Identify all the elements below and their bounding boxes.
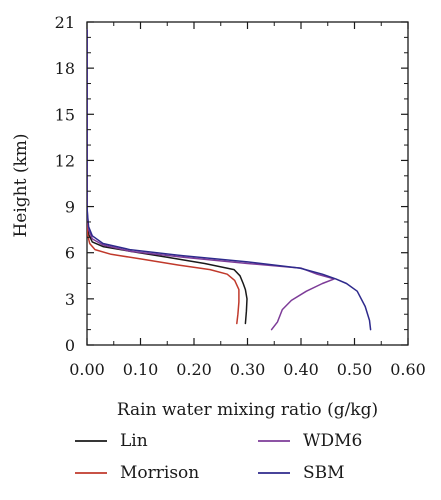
y-tick-label: 0 <box>65 336 75 355</box>
series-line-sbm <box>87 28 372 331</box>
legend: Lin Morrison WDM6 SBM <box>75 431 362 483</box>
series-group <box>87 28 372 331</box>
legend-item-sbm: SBM <box>258 463 345 483</box>
legend-item-lin: Lin <box>75 431 148 451</box>
y-tick-label: 12 <box>55 151 75 170</box>
y-tick-label: 9 <box>65 198 75 217</box>
y-tick-label: 15 <box>55 105 75 124</box>
legend-label: SBM <box>303 463 345 483</box>
legend-label: Lin <box>120 431 148 451</box>
x-axis: 0.00 0.10 0.20 0.30 0.40 0.50 0.60 <box>69 22 426 379</box>
y-tick-label: 3 <box>65 290 75 309</box>
y-tick-label: 18 <box>55 59 75 78</box>
legend-item-wdm6: WDM6 <box>258 431 362 451</box>
x-tick-label: 0.60 <box>390 360 426 379</box>
legend-label: Morrison <box>120 463 199 483</box>
y-tick-label: 21 <box>55 13 75 32</box>
series-line-morrison <box>87 28 240 325</box>
x-tick-label: 0.10 <box>123 360 159 379</box>
legend-item-morrison: Morrison <box>75 463 199 483</box>
series-line-lin <box>87 28 248 325</box>
series-line-wdm6 <box>87 28 335 331</box>
x-tick-label: 0.30 <box>230 360 266 379</box>
x-tick-label: 0.40 <box>283 360 319 379</box>
x-tick-label: 0.50 <box>337 360 373 379</box>
y-axis: 0 3 6 9 12 15 18 21 <box>55 13 408 355</box>
plot-area <box>86 21 409 346</box>
y-axis-title: Height (km) <box>11 133 31 237</box>
x-tick-label: 0.00 <box>69 360 105 379</box>
x-axis-title: Rain water mixing ratio (g/kg) <box>117 400 378 420</box>
y-tick-label: 6 <box>65 244 75 263</box>
legend-label: WDM6 <box>303 431 362 451</box>
x-tick-label: 0.20 <box>176 360 212 379</box>
